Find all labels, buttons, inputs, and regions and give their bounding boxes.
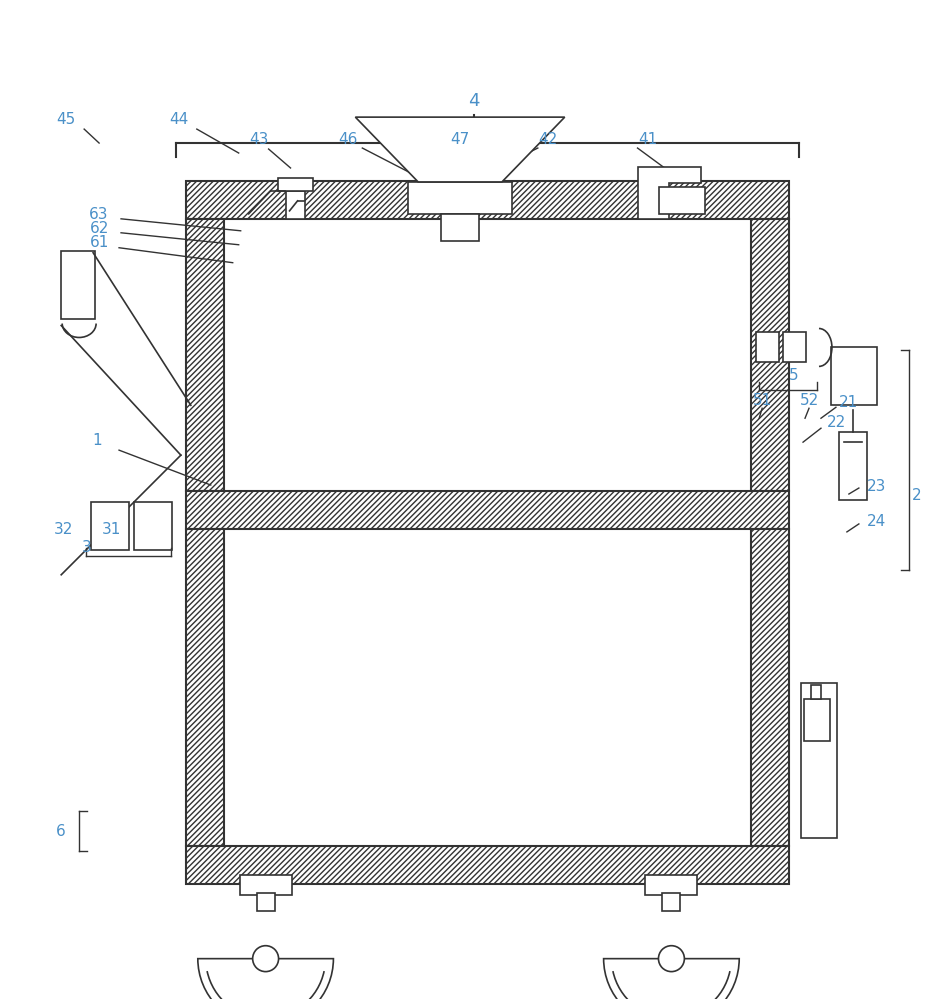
Bar xyxy=(409,182,512,214)
Text: 2: 2 xyxy=(912,488,921,503)
Text: 63: 63 xyxy=(89,207,109,222)
Text: 44: 44 xyxy=(170,112,189,127)
Bar xyxy=(783,332,806,362)
Bar xyxy=(91,502,129,550)
Bar xyxy=(811,685,821,699)
Bar xyxy=(186,491,789,529)
Bar xyxy=(186,181,789,219)
Text: 46: 46 xyxy=(338,132,358,147)
Text: 4: 4 xyxy=(468,92,480,110)
Bar xyxy=(257,893,275,911)
Text: 31: 31 xyxy=(101,522,120,537)
Bar xyxy=(831,347,877,405)
Bar xyxy=(441,214,479,241)
Text: 21: 21 xyxy=(839,395,859,410)
Text: 43: 43 xyxy=(249,132,268,147)
Bar xyxy=(839,432,866,500)
Bar xyxy=(804,699,830,741)
Bar xyxy=(646,875,698,895)
Bar xyxy=(285,191,305,219)
Text: 22: 22 xyxy=(828,415,847,430)
Bar xyxy=(134,502,172,550)
Bar xyxy=(224,219,751,491)
Text: 41: 41 xyxy=(638,132,657,147)
Text: 51: 51 xyxy=(753,393,772,408)
Text: 52: 52 xyxy=(799,393,819,408)
Circle shape xyxy=(659,946,684,972)
Bar xyxy=(186,846,789,884)
Bar xyxy=(186,529,224,846)
Polygon shape xyxy=(356,117,565,182)
Text: 32: 32 xyxy=(53,522,73,537)
Text: 62: 62 xyxy=(89,221,109,236)
Bar xyxy=(663,893,681,911)
Bar xyxy=(224,529,751,846)
Bar xyxy=(278,178,314,191)
Bar xyxy=(757,332,779,362)
Text: 61: 61 xyxy=(89,235,109,250)
Bar xyxy=(801,683,837,838)
Bar xyxy=(62,251,95,319)
Bar xyxy=(240,875,292,895)
Text: 3: 3 xyxy=(82,540,92,555)
Bar xyxy=(186,219,224,491)
Bar xyxy=(751,529,789,846)
Text: 24: 24 xyxy=(867,514,886,529)
Text: 47: 47 xyxy=(450,132,469,147)
Bar xyxy=(751,219,789,491)
Text: 45: 45 xyxy=(57,112,76,127)
Text: 42: 42 xyxy=(538,132,557,147)
Circle shape xyxy=(253,946,279,972)
Text: 5: 5 xyxy=(790,368,799,383)
Text: 23: 23 xyxy=(867,479,886,494)
Text: 6: 6 xyxy=(56,824,66,839)
Wedge shape xyxy=(198,959,334,1000)
Wedge shape xyxy=(604,959,739,1000)
Polygon shape xyxy=(637,167,702,219)
Text: 1: 1 xyxy=(92,433,102,448)
Polygon shape xyxy=(660,187,705,214)
